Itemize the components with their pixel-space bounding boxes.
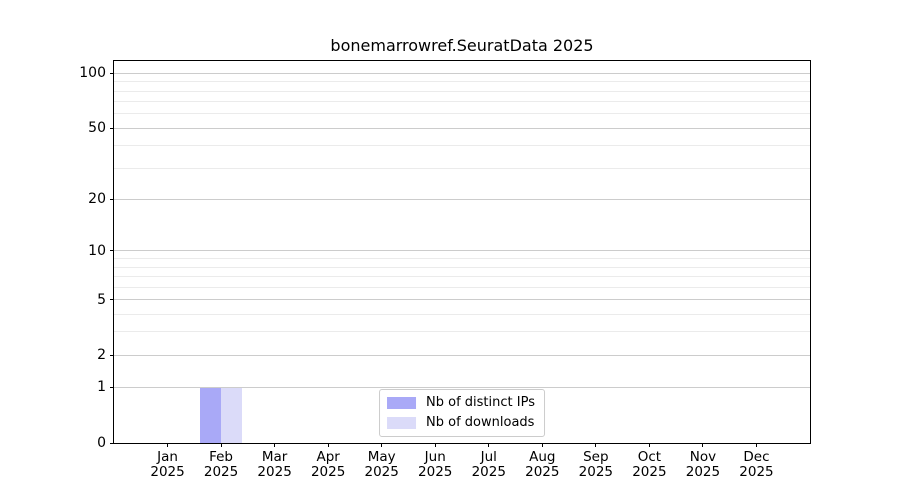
gridline-minor (114, 286, 810, 288)
gridline-minor (114, 331, 810, 333)
bar-nb-of-distinct-ips (199, 387, 222, 443)
x-tick-year: 2025 (632, 464, 667, 480)
y-tick-mark (110, 250, 114, 252)
legend-swatch-downloads (387, 416, 417, 429)
x-tick-year: 2025 (685, 464, 721, 480)
x-tick-label: Dec 2025 (739, 449, 774, 480)
x-tick-year: 2025 (203, 464, 239, 480)
gridline-minor (114, 101, 810, 103)
x-tick-year: 2025 (739, 464, 774, 480)
legend-row: Nb of distinct IPs (387, 395, 535, 410)
y-tick-mark (110, 299, 114, 301)
gridline-minor (114, 90, 810, 92)
x-tick-label: Mar 2025 (257, 449, 292, 480)
y-tick-label: 1 (97, 379, 106, 396)
legend: Nb of distinct IPs Nb of downloads (379, 389, 545, 437)
plot-area: 0 1 2 5 10 20 50 100 Jan 2025 Feb 2025 Mar 2025 Apr 202… (79, 60, 811, 480)
x-tick-label: Aug 2025 (525, 449, 560, 480)
gridlines-layer (114, 61, 810, 443)
x-tick-label: Jul 2025 (471, 449, 506, 480)
gridline-major (114, 354, 810, 356)
x-tick-label: Jun 2025 (418, 449, 453, 480)
y-tick-mark (110, 386, 114, 388)
y-tick-label: 5 (97, 291, 106, 308)
gridline-major (114, 299, 810, 301)
x-tick-year: 2025 (150, 464, 185, 480)
legend-label-distinct-ips: Nb of distinct IPs (426, 395, 535, 410)
x-tick-mark (167, 443, 169, 447)
bars-layer (114, 61, 810, 443)
x-tick-label: Apr 2025 (310, 449, 346, 480)
x-tick-year: 2025 (310, 464, 346, 480)
x-tick-mark (274, 443, 276, 447)
x-tick-year: 2025 (257, 464, 292, 480)
y-tick-mark (110, 198, 114, 200)
x-tick-label: Oct 2025 (632, 449, 667, 480)
x-tick-label: Nov 2025 (685, 449, 721, 480)
gridline-major (114, 72, 810, 74)
bar-nb-of-downloads (221, 387, 243, 443)
y-tick-label: 20 (88, 191, 106, 208)
gridline-minor (114, 313, 810, 315)
x-tick-mark (755, 443, 757, 447)
gridline-minor (114, 167, 810, 169)
y-tick-mark (110, 354, 114, 356)
x-tick-mark (327, 443, 329, 447)
y-tick-label: 0 (97, 435, 106, 451)
legend-label-downloads: Nb of downloads (426, 415, 535, 430)
gridline-minor (114, 113, 810, 115)
chart-title: bonemarrowref.SeuratData 2025 (330, 36, 594, 55)
x-tick-label: Sep 2025 (578, 449, 614, 480)
x-tick-label: Feb 2025 (203, 449, 239, 480)
x-tick-year: 2025 (578, 464, 614, 480)
legend-swatch-distinct-ips (387, 396, 417, 409)
gridline-minor (114, 275, 810, 277)
y-tick-mark (110, 127, 114, 129)
legend-row: Nb of downloads (387, 415, 535, 430)
x-tick-mark (595, 443, 597, 447)
y-tick-label: 100 (79, 65, 106, 82)
x-tick-year: 2025 (471, 464, 506, 480)
x-tick-mark (220, 443, 222, 447)
gridline-major (114, 198, 810, 200)
x-tick-mark (381, 443, 383, 447)
gridline-major (114, 386, 810, 388)
x-tick-mark (434, 443, 436, 447)
x-tick-mark (702, 443, 704, 447)
gridline-minor (114, 266, 810, 268)
gridline-major (114, 250, 810, 252)
gridline-minor (114, 258, 810, 260)
x-tick-year: 2025 (364, 464, 399, 480)
y-tick-label: 50 (88, 120, 106, 137)
x-tick-mark (648, 443, 650, 447)
x-tick-label: Jan 2025 (150, 449, 185, 480)
x-tick-year: 2025 (525, 464, 560, 480)
x-tick-year: 2025 (418, 464, 453, 480)
x-tick-mark (541, 443, 543, 447)
gridline-minor (114, 145, 810, 147)
x-tick-label: May 2025 (364, 449, 399, 480)
y-tick-label: 10 (88, 242, 106, 259)
gridline-major (114, 127, 810, 129)
y-tick-mark (110, 442, 114, 444)
gridline-minor (114, 81, 810, 83)
y-tick-label: 2 (97, 347, 106, 364)
y-tick-mark (110, 72, 114, 74)
axis-ticks-layer: 0 1 2 5 10 20 50 100 Jan 2025 Feb 2025 Mar 2025 Apr 202… (79, 61, 810, 479)
x-tick-mark (488, 443, 490, 447)
